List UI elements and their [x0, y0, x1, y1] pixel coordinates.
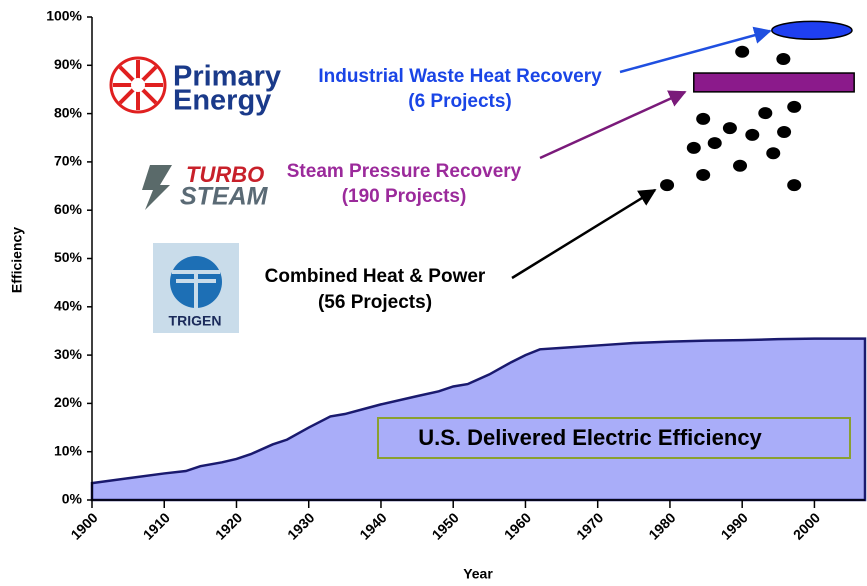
y-tick-label: 30% [54, 346, 83, 362]
project-dot [787, 100, 802, 113]
project-dot [745, 128, 760, 141]
y-tick-label: 100% [46, 8, 82, 24]
arrow [539, 90, 687, 160]
annotation: (6 Projects) [408, 91, 511, 112]
logo-primary-energy: Primary Energy [109, 56, 281, 117]
y-tick-label: 80% [54, 104, 83, 120]
project-dot [707, 137, 722, 150]
y-tick-label: 50% [54, 249, 83, 265]
project-dot [696, 168, 711, 181]
logo-trigen: TRIGEN [153, 243, 239, 333]
x-tick-label: 1990 [718, 509, 751, 542]
project-dot [733, 159, 748, 172]
legend-label: U.S. Delivered Electric Efficiency [418, 425, 762, 450]
project-dot [758, 107, 773, 120]
project-dot [722, 122, 737, 135]
project-dot [735, 45, 750, 58]
area [90, 337, 867, 502]
y-tick-label: 60% [54, 201, 83, 217]
logo-turbo-steam: TURBO STEAM [142, 162, 269, 211]
plot-area: U.S. Delivered Electric Efficiency 0% 10% 2… [46, 8, 867, 543]
y-axis-title: Efficiency [9, 227, 25, 293]
x-tick-label: 1940 [356, 509, 389, 542]
x-axis-title: Year [463, 566, 493, 582]
legend-box [377, 417, 851, 459]
y-tick-label: 0% [62, 491, 83, 507]
project-dot [766, 147, 781, 160]
annotation: Steam Pressure Recovery [287, 161, 522, 182]
project-dot [660, 179, 675, 192]
arrow [511, 188, 657, 280]
arrow [619, 26, 772, 74]
x-tick-label: 2000 [790, 509, 823, 542]
annotation: (190 Projects) [342, 186, 467, 207]
logo-text: STEAM [180, 183, 269, 211]
logo-text: TURBO [186, 162, 264, 187]
waste-heat-range [771, 20, 853, 40]
steam-range [693, 72, 855, 93]
x-tick-label: 1970 [573, 509, 606, 542]
y-tick-label: 90% [54, 56, 83, 72]
x-tick-label: 1950 [429, 509, 462, 542]
project-dot [777, 125, 792, 138]
project-dot [787, 179, 802, 192]
x-tick-label: 1930 [284, 509, 317, 542]
annotation: Industrial Waste Heat Recovery [318, 66, 602, 87]
annotation: (56 Projects) [318, 292, 432, 313]
y-tick-label: 70% [54, 153, 83, 169]
x-tick-label: 1960 [501, 509, 534, 542]
project-dot [686, 141, 701, 154]
x-tick-label: 1900 [67, 509, 100, 542]
annotation: Combined Heat & Power [265, 266, 486, 287]
y-tick-label: 20% [54, 394, 83, 410]
y-tick-label: 10% [54, 442, 83, 458]
project-dot [776, 53, 791, 66]
x-tick-label: 1920 [212, 509, 245, 542]
x-tick-label: 1980 [645, 509, 678, 542]
logo-text: Energy [173, 85, 271, 117]
logo-text: Primary [173, 61, 281, 93]
logo-text: TRIGEN [169, 313, 222, 329]
project-dot [696, 112, 711, 125]
y-tick-label: 40% [54, 298, 83, 314]
x-tick-label: 1910 [140, 509, 173, 542]
